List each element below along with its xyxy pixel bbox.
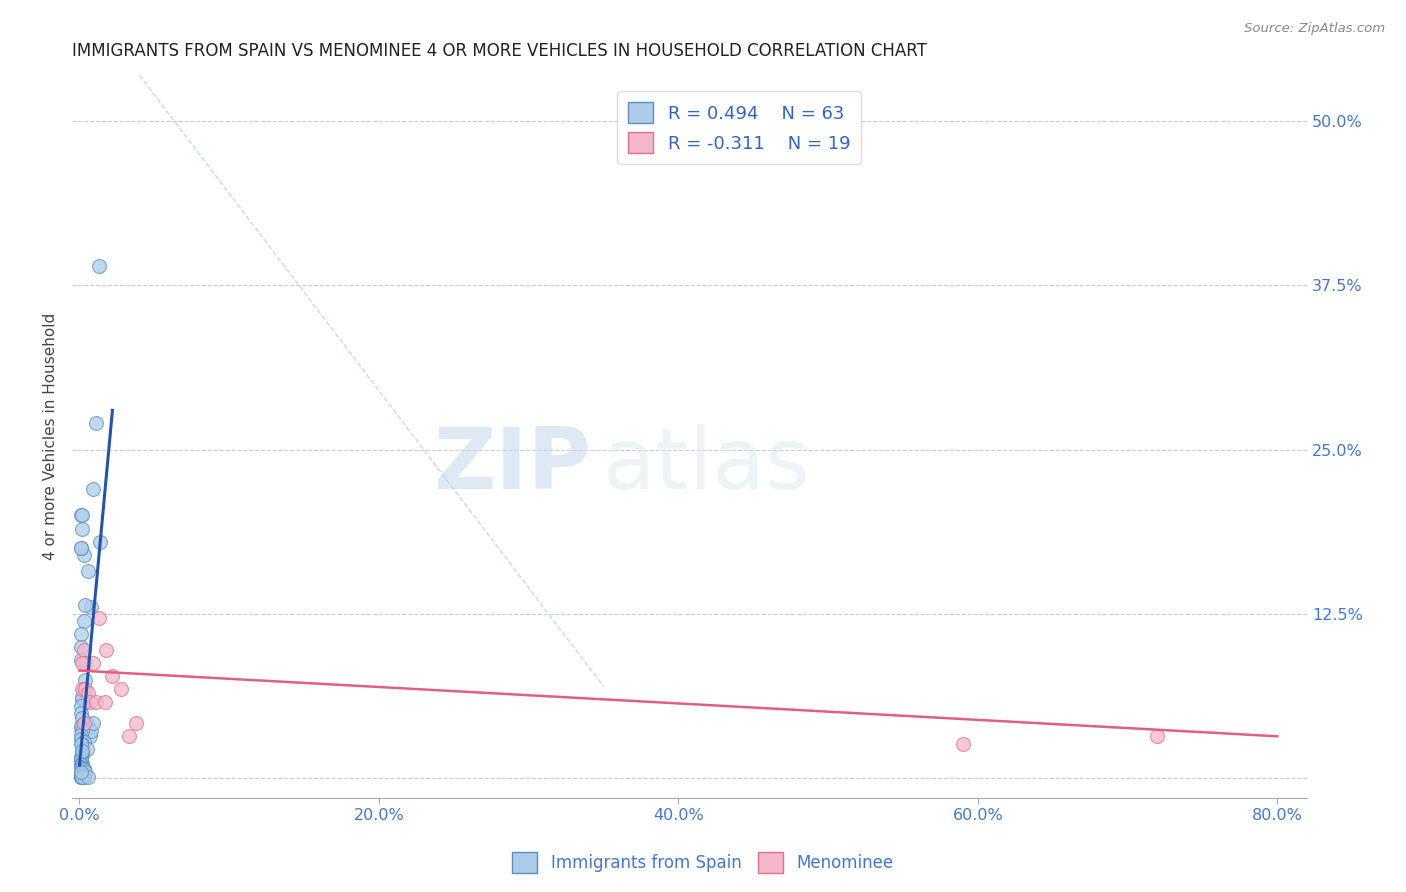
Point xyxy=(101,669,124,683)
Point xyxy=(79,729,101,743)
Point xyxy=(89,534,111,549)
Point xyxy=(77,722,100,736)
Point xyxy=(70,508,93,523)
Text: IMMIGRANTS FROM SPAIN VS MENOMINEE 4 OR MORE VEHICLES IN HOUSEHOLD CORRELATION C: IMMIGRANTS FROM SPAIN VS MENOMINEE 4 OR … xyxy=(72,42,927,60)
Point xyxy=(70,653,93,667)
Point xyxy=(70,751,93,765)
Point xyxy=(70,728,93,742)
Legend: R = 0.494    N = 63, R = -0.311    N = 19: R = 0.494 N = 63, R = -0.311 N = 19 xyxy=(617,92,860,164)
Point xyxy=(70,737,93,751)
Point xyxy=(82,716,104,731)
Point xyxy=(72,756,94,770)
Point xyxy=(72,522,94,536)
Point xyxy=(110,681,132,696)
Point xyxy=(72,711,94,725)
Point xyxy=(73,681,96,696)
Point xyxy=(75,656,97,670)
Point xyxy=(75,764,97,779)
Y-axis label: 4 or more Vehicles in Household: 4 or more Vehicles in Household xyxy=(44,313,58,560)
Point xyxy=(80,600,103,615)
Point xyxy=(70,541,93,556)
Point xyxy=(70,750,93,764)
Point xyxy=(70,719,93,733)
Point xyxy=(70,764,93,779)
Point xyxy=(79,695,101,709)
Point xyxy=(73,734,96,748)
Point xyxy=(96,642,118,657)
Point xyxy=(72,690,94,704)
Point xyxy=(77,564,100,578)
Point xyxy=(72,761,94,775)
Point xyxy=(94,695,117,709)
Point xyxy=(77,770,100,784)
Point xyxy=(70,770,93,784)
Point xyxy=(72,692,94,706)
Point xyxy=(72,724,94,739)
Point xyxy=(84,695,107,709)
Point xyxy=(75,681,97,696)
Point xyxy=(70,770,93,784)
Text: Source: ZipAtlas.com: Source: ZipAtlas.com xyxy=(1244,22,1385,36)
Point xyxy=(73,770,96,784)
Point xyxy=(73,716,96,731)
Point xyxy=(72,770,94,784)
Point xyxy=(72,508,94,523)
Point xyxy=(70,753,93,767)
Point xyxy=(87,611,110,625)
Point xyxy=(72,656,94,670)
Point xyxy=(125,716,148,731)
Point xyxy=(72,747,94,762)
Point xyxy=(70,767,93,781)
Point xyxy=(70,769,93,783)
Point xyxy=(72,744,94,758)
Point xyxy=(70,758,93,772)
Point xyxy=(72,737,94,751)
Point xyxy=(70,770,93,784)
Point xyxy=(70,766,93,780)
Point xyxy=(76,742,98,756)
Point xyxy=(70,756,93,771)
Point xyxy=(70,722,93,736)
Text: ZIP: ZIP xyxy=(433,424,591,507)
Point xyxy=(73,762,96,776)
Point xyxy=(77,686,100,700)
Point xyxy=(70,640,93,654)
Point xyxy=(73,642,96,657)
Point xyxy=(76,716,98,731)
Point xyxy=(82,656,104,670)
Point xyxy=(75,695,97,709)
Point xyxy=(70,759,93,773)
Point xyxy=(70,706,93,720)
Point xyxy=(70,541,93,556)
Point xyxy=(84,417,107,431)
Legend: Immigrants from Spain, Menominee: Immigrants from Spain, Menominee xyxy=(506,846,900,880)
Point xyxy=(80,724,103,739)
Point xyxy=(73,548,96,562)
Point xyxy=(73,764,96,778)
Point xyxy=(118,729,141,743)
Point xyxy=(72,681,94,696)
Point xyxy=(1146,729,1168,743)
Point xyxy=(70,699,93,714)
Text: atlas: atlas xyxy=(603,424,811,507)
Point xyxy=(70,731,93,746)
Point xyxy=(75,598,97,612)
Point xyxy=(70,627,93,641)
Point xyxy=(72,745,94,759)
Point xyxy=(82,482,104,496)
Point xyxy=(73,614,96,628)
Point xyxy=(952,737,974,751)
Point xyxy=(87,259,110,273)
Point xyxy=(75,673,97,687)
